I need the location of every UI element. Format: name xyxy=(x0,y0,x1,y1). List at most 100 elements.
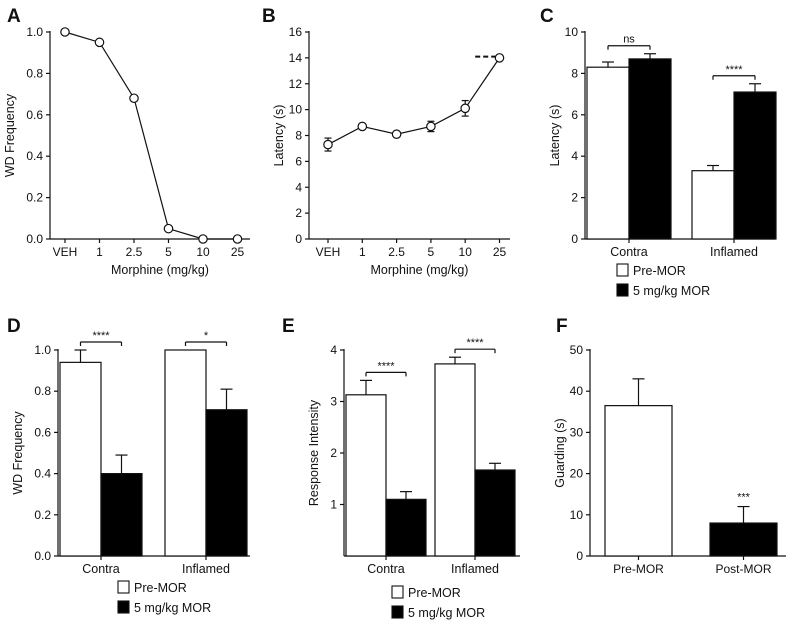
y-tick-label: 4 xyxy=(571,149,578,163)
x-tick-label: 5 xyxy=(428,245,435,259)
series-line xyxy=(64,31,238,240)
legend-swatch xyxy=(117,600,130,614)
data-point xyxy=(94,37,105,48)
y-tick-label: 12 xyxy=(289,77,303,91)
data-point xyxy=(60,27,70,37)
y-tick-label: 16 xyxy=(289,25,303,39)
y-tick-label: 30 xyxy=(570,425,584,439)
x-tick-label: Pre-MOR xyxy=(613,562,664,576)
data-point xyxy=(129,93,139,104)
significance-label: *** xyxy=(737,492,751,504)
y-axis-title: Guarding (s) xyxy=(553,418,567,487)
y-tick-label: 0.8 xyxy=(26,66,43,80)
y-tick-label: 0.6 xyxy=(34,425,51,439)
x-tick-label: 10 xyxy=(459,245,473,259)
y-tick-label: 0 xyxy=(576,549,583,563)
x-tick-label: 2.5 xyxy=(388,245,405,259)
significance-label: * xyxy=(204,330,209,342)
legend-swatch xyxy=(616,283,629,297)
bar-pre-mor xyxy=(691,170,735,240)
data-point xyxy=(232,234,243,244)
data-point xyxy=(323,139,333,150)
y-tick-label: 10 xyxy=(289,103,303,117)
y-axis-title: Latency (s) xyxy=(272,105,286,167)
x-tick-label: Contra xyxy=(610,245,648,259)
x-axis-title: Morphine (mg/kg) xyxy=(371,263,469,277)
x-tick-label: VEH xyxy=(316,245,341,259)
panel-c: C 0 2 4 6 8 10 Latency (s) ns Contra **** Inflamed P… xyxy=(540,6,777,298)
legend-label: 5 mg/kg MOR xyxy=(633,284,710,298)
x-tick-label: 1 xyxy=(96,245,103,259)
y-tick-label: 2 xyxy=(571,191,578,205)
x-tick-label: VEH xyxy=(53,245,78,259)
y-tick-label: 14 xyxy=(289,51,303,65)
panel-label-f: F xyxy=(556,316,568,337)
y-tick-label: 0.6 xyxy=(26,108,43,122)
x-tick-label: 10 xyxy=(196,245,210,259)
y-tick-label: 4 xyxy=(330,343,337,357)
y-tick-label: 1 xyxy=(330,498,337,512)
panel-d: D 0.0 0.2 0.4 0.6 0.8 1.0 WD Frequency **** Contr… xyxy=(7,316,250,615)
bar-mor xyxy=(733,91,777,240)
x-tick-label: Inflamed xyxy=(710,245,758,259)
x-tick-label: 1 xyxy=(359,245,366,259)
panel-label-d: D xyxy=(7,316,21,337)
legend-label: 5 mg/kg MOR xyxy=(134,601,211,615)
significance-label: **** xyxy=(466,337,484,349)
bar-pre-mor xyxy=(59,361,102,557)
bar-pre-mor xyxy=(586,66,630,240)
data-point xyxy=(163,223,174,234)
bar-mor xyxy=(385,498,427,557)
y-tick-label: 0.2 xyxy=(34,508,51,522)
panel-label-a: A xyxy=(7,6,21,27)
bar-pre-mor xyxy=(345,394,387,557)
significance-label: **** xyxy=(377,360,395,372)
panel-e: E 1 2 3 4 Response Intensity **** Contra **** Inf… xyxy=(282,316,520,620)
legend-label: Pre-MOR xyxy=(134,581,187,595)
significance-label: **** xyxy=(92,330,110,342)
panel-label-b: B xyxy=(262,6,276,27)
series-line xyxy=(327,57,500,146)
data-point xyxy=(494,53,505,63)
data-point xyxy=(198,234,208,244)
bar-pre-mor xyxy=(604,405,673,557)
y-tick-label: 8 xyxy=(571,66,578,80)
panel-f: F 0 10 20 30 40 50 Guarding (s) Pre-MOR Post-MOR *… xyxy=(553,316,786,576)
x-tick-label: Inflamed xyxy=(182,562,230,576)
y-tick-label: 2 xyxy=(330,446,337,460)
legend-swatch xyxy=(391,585,404,599)
y-tick-label: 8 xyxy=(295,129,302,143)
data-point xyxy=(357,121,368,132)
legend-label: Pre-MOR xyxy=(408,586,461,600)
y-tick-label: 0.8 xyxy=(34,384,51,398)
legend-label: 5 mg/kg MOR xyxy=(408,606,485,620)
x-tick-label: 25 xyxy=(493,245,507,259)
y-tick-label: 1.0 xyxy=(26,25,43,39)
y-tick-label: 0.2 xyxy=(26,191,43,205)
x-axis-title: Morphine (mg/kg) xyxy=(111,263,209,277)
y-tick-label: 0 xyxy=(295,232,302,246)
bar-mor xyxy=(474,469,516,557)
significance-label: **** xyxy=(725,64,743,76)
y-axis-title: Latency (s) xyxy=(548,105,562,167)
panel-a: A 0.0 0.2 0.4 0.6 0.8 1.0 WD Frequency VEH 1 2.5 5 1… xyxy=(3,6,250,277)
bar-mor xyxy=(628,58,672,240)
bar-post-mor xyxy=(709,522,778,557)
y-tick-label: 6 xyxy=(571,108,578,122)
y-tick-label: 4 xyxy=(295,180,302,194)
x-tick-label: 5 xyxy=(165,245,172,259)
y-tick-label: 3 xyxy=(330,395,337,409)
y-tick-label: 0.4 xyxy=(34,467,51,481)
x-tick-label: Contra xyxy=(82,562,120,576)
y-tick-label: 6 xyxy=(295,154,302,168)
x-tick-label: Inflamed xyxy=(451,562,499,576)
y-tick-label: 0.4 xyxy=(26,149,43,163)
y-tick-label: 10 xyxy=(565,25,579,39)
data-point xyxy=(391,129,402,140)
panel-label-e: E xyxy=(282,316,295,337)
bar-mor xyxy=(100,473,143,557)
y-tick-label: 40 xyxy=(570,384,584,398)
y-axis-title: WD Frequency xyxy=(3,93,17,177)
y-tick-label: 1.0 xyxy=(34,343,51,357)
x-tick-label: 2.5 xyxy=(126,245,143,259)
